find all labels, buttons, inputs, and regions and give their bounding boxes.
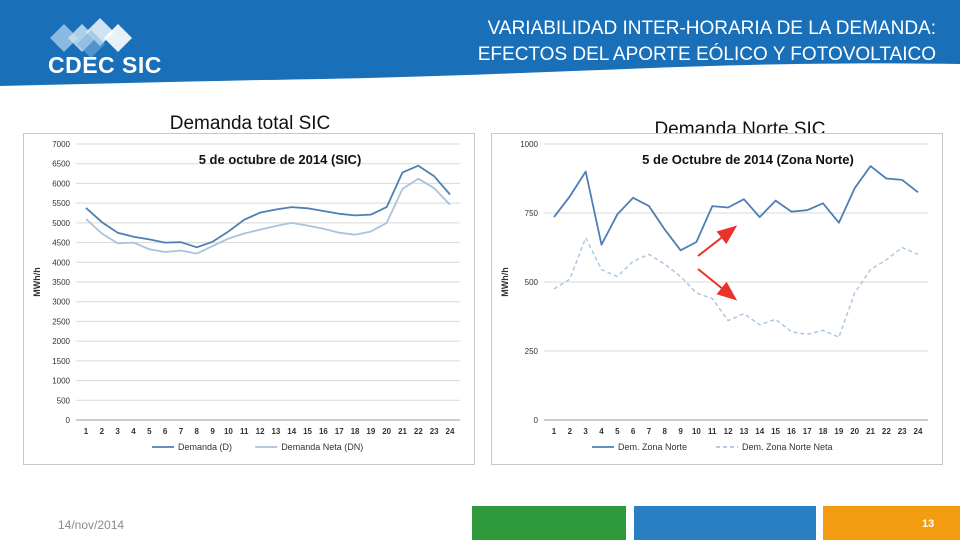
- y-tick-label: 2000: [52, 337, 70, 346]
- chart-inner-title: 5 de octubre de 2014 (SIC): [199, 152, 362, 167]
- slide-title: VARIABILIDAD INTER-HORARIA DE LA DEMANDA…: [316, 16, 936, 68]
- x-tick-label: 5: [147, 427, 152, 436]
- x-tick-label: 6: [163, 427, 168, 436]
- x-tick-label: 7: [647, 427, 652, 436]
- y-tick-label: 5500: [52, 199, 70, 208]
- x-tick-label: 16: [787, 427, 796, 436]
- x-tick-label: 18: [351, 427, 360, 436]
- x-tick-label: 14: [755, 427, 764, 436]
- y-tick-label: 1000: [520, 140, 538, 149]
- x-tick-label: 1: [84, 427, 89, 436]
- y-axis-label: MWh/h: [500, 267, 510, 297]
- y-tick-label: 1500: [52, 357, 70, 366]
- x-tick-label: 15: [303, 427, 312, 436]
- x-tick-label: 6: [631, 427, 636, 436]
- y-tick-label: 0: [534, 416, 539, 425]
- x-tick-label: 9: [678, 427, 683, 436]
- x-tick-label: 9: [210, 427, 215, 436]
- footer-bar-green: [472, 506, 626, 540]
- series-line-2: [85, 177, 451, 255]
- x-tick-label: 17: [335, 427, 344, 436]
- logo-text: CDEC SIC: [48, 52, 162, 78]
- x-tick-label: 20: [382, 427, 391, 436]
- x-tick-label: 10: [692, 427, 701, 436]
- x-tick-label: 19: [834, 427, 843, 436]
- series-line-1: [553, 165, 919, 252]
- chart-inner-title: 5 de Octubre de 2014 (Zona Norte): [642, 152, 854, 167]
- x-tick-label: 2: [568, 427, 573, 436]
- slide-title-line1: VARIABILIDAD INTER-HORARIA DE LA DEMANDA…: [487, 18, 936, 39]
- x-tick-label: 7: [179, 427, 184, 436]
- slide-title-line2: EFECTOS DEL APORTE EÓLICO Y FOTOVOLTAICO: [477, 44, 936, 65]
- x-tick-label: 13: [739, 427, 748, 436]
- x-tick-label: 18: [819, 427, 828, 436]
- arrow-up-icon: [697, 225, 738, 257]
- chart-total-svg: 0 500 1000 1500 2000 2500 3000 3500 4000 4500 5000…: [32, 140, 460, 452]
- y-tick-label: 4000: [52, 258, 70, 267]
- y-tick-label: 500: [57, 396, 71, 405]
- y-tick-label: 0: [66, 416, 71, 425]
- x-tick-label: 4: [131, 427, 136, 436]
- x-tick-label: 8: [663, 427, 668, 436]
- x-tick-label: 12: [256, 427, 265, 436]
- x-tick-label: 3: [583, 427, 588, 436]
- x-tick-label: 15: [771, 427, 780, 436]
- y-tick-label: 3000: [52, 298, 70, 307]
- x-tick-label: 19: [366, 427, 375, 436]
- x-tick-label: 21: [398, 427, 407, 436]
- x-tick-label: 22: [414, 427, 423, 436]
- x-tick-label: 17: [803, 427, 812, 436]
- legend-label: Dem. Zona Norte: [618, 442, 687, 452]
- arrow-down-icon: [697, 268, 738, 301]
- x-tick-label: 11: [708, 427, 717, 436]
- x-tick-label: 14: [287, 427, 296, 436]
- cdec-logo-icon: [50, 18, 132, 58]
- legend-label: Demanda (D): [178, 442, 232, 452]
- x-tick-label: 20: [850, 427, 859, 436]
- y-tick-label: 7000: [52, 140, 70, 149]
- x-tick-label: 13: [271, 427, 280, 436]
- legend-label: Dem. Zona Norte Neta: [742, 442, 833, 452]
- x-tick-label: 21: [866, 427, 875, 436]
- y-tick-label: 250: [525, 347, 539, 356]
- y-axis-label: MWh/h: [32, 267, 42, 297]
- series-line-2: [553, 237, 919, 338]
- footer-bar-orange: [823, 506, 960, 540]
- footer-date: 14/nov/2014: [58, 518, 125, 532]
- x-tick-label: 16: [319, 427, 328, 436]
- x-tick-label: 12: [724, 427, 733, 436]
- y-tick-label: 1000: [52, 377, 70, 386]
- footer-bar-blue: [634, 506, 816, 540]
- y-tick-label: 6000: [52, 179, 70, 188]
- left-panel-title: Demanda total SIC: [169, 113, 331, 134]
- x-tick-label: 3: [115, 427, 120, 436]
- x-tick-label: 11: [240, 427, 249, 436]
- y-tick-label: 750: [525, 209, 539, 218]
- x-tick-label: 22: [882, 427, 891, 436]
- x-tick-label: 23: [430, 427, 439, 436]
- y-tick-label: 3500: [52, 278, 70, 287]
- x-tick-label: 24: [914, 427, 923, 436]
- header-background: [0, 0, 960, 86]
- page-number: 13: [922, 518, 935, 530]
- x-tick-label: 8: [195, 427, 200, 436]
- y-tick-label: 5000: [52, 219, 70, 228]
- chart-demanda-total-sic: 0 500 1000 1500 2000 2500 3000 3500 4000 4500 5000…: [23, 133, 475, 465]
- x-tick-label: 23: [898, 427, 907, 436]
- y-tick-label: 6500: [52, 160, 70, 169]
- x-tick-label: 24: [446, 427, 455, 436]
- x-tick-label: 4: [599, 427, 604, 436]
- x-tick-label: 5: [615, 427, 620, 436]
- header-banner: CDEC SIC VARIABILIDAD INTER-HORARIA DE L…: [0, 0, 960, 90]
- legend-label: Demanda Neta (DN): [281, 442, 363, 452]
- y-tick-label: 4500: [52, 239, 70, 248]
- x-tick-label: 10: [224, 427, 233, 436]
- x-tick-label: 2: [100, 427, 105, 436]
- y-tick-label: 500: [525, 278, 539, 287]
- x-tick-label: 1: [552, 427, 557, 436]
- series-line-1: [85, 164, 451, 249]
- y-tick-label: 2500: [52, 317, 70, 326]
